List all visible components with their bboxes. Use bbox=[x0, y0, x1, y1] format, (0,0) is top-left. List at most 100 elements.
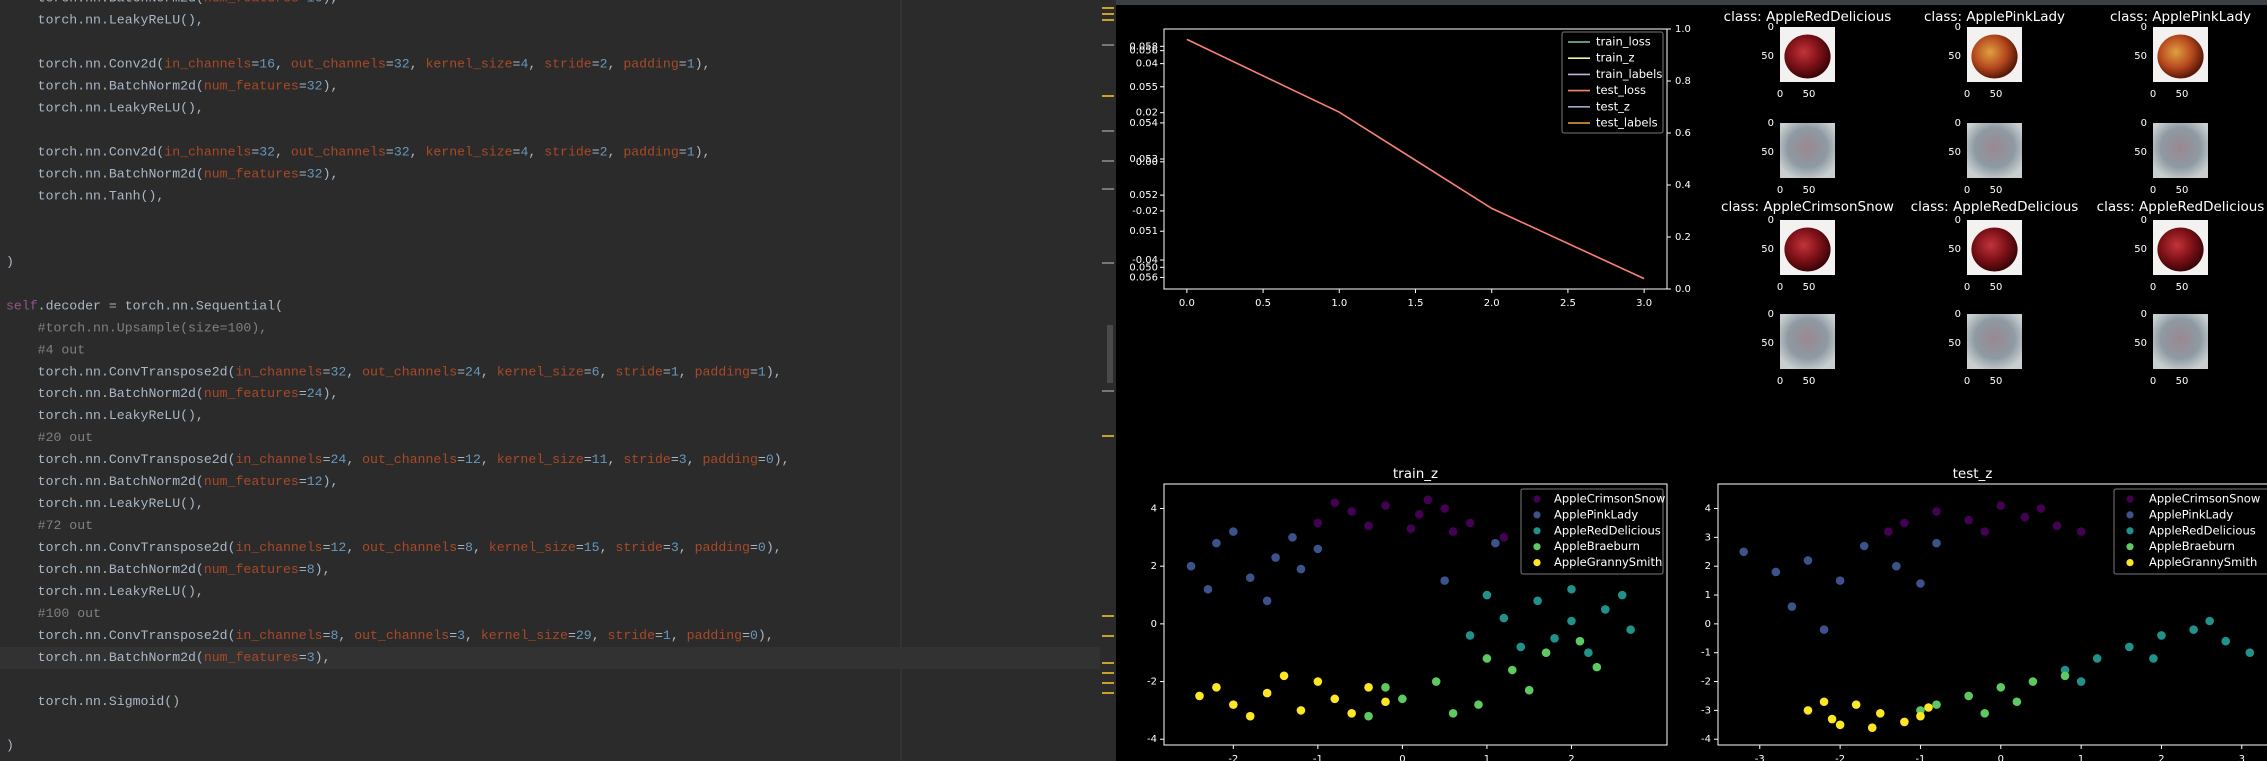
code-token: in_channels bbox=[236, 629, 323, 644]
code-token: num_features bbox=[204, 0, 299, 6]
code-token: 12 bbox=[330, 541, 346, 556]
scatter-point bbox=[1423, 495, 1433, 505]
y-tick-label: 2 bbox=[1705, 561, 1711, 572]
scatter-point bbox=[2076, 677, 2086, 686]
code-token: = bbox=[750, 541, 758, 556]
legend-label: AppleBraeburn bbox=[2149, 539, 2235, 553]
scatter-point bbox=[1381, 501, 1390, 510]
scatter-point bbox=[1964, 691, 1973, 701]
scatter-point bbox=[1550, 633, 1559, 643]
code-line: torch.nn.BatchNorm2d(num_features=32), bbox=[6, 167, 338, 182]
legend-label: train_labels bbox=[1596, 67, 1662, 81]
code-token: in_channels bbox=[236, 541, 323, 556]
scroll-marker bbox=[1102, 7, 1114, 9]
code-token: in_channels bbox=[164, 145, 251, 160]
code-token: = bbox=[584, 365, 592, 380]
scatter-point bbox=[2092, 654, 2102, 663]
scatter-point bbox=[1364, 683, 1373, 692]
code-token: , bbox=[410, 145, 426, 160]
code-token: padding bbox=[687, 629, 742, 644]
thumbnail-bg bbox=[1780, 123, 1835, 178]
y-tick-label: 1 bbox=[1705, 590, 1711, 601]
scatter-point bbox=[1465, 631, 1475, 640]
scatter-point bbox=[1507, 665, 1517, 675]
y-tick-label: 0.058 bbox=[1129, 41, 1158, 52]
scatter-point bbox=[1347, 507, 1356, 516]
scroll-marker bbox=[1102, 13, 1114, 15]
scatter-point bbox=[1900, 518, 1909, 528]
scatter-point bbox=[1916, 579, 1925, 588]
x-tick-label: -2 bbox=[1228, 754, 1238, 761]
thumb-y-tick: 0 bbox=[1768, 118, 1774, 129]
code-token: stride bbox=[544, 57, 592, 72]
code-token bbox=[6, 519, 38, 534]
scatter-point bbox=[1245, 711, 1255, 721]
code-token: torch.nn.BatchNorm2d( bbox=[6, 563, 204, 578]
thumbnail-title: class: AppleCrimsonSnow bbox=[1721, 199, 1894, 215]
scatter-point bbox=[1474, 700, 1483, 709]
thumb-x-tick: 50 bbox=[2176, 185, 2189, 196]
legend-label: train_z bbox=[1596, 51, 1635, 65]
y-tick-label: 0 bbox=[1705, 619, 1711, 630]
scroll-marker bbox=[1102, 262, 1114, 264]
scatter-point bbox=[1617, 590, 1627, 600]
thumb-y-tick: 50 bbox=[1948, 338, 1961, 349]
code-token: 4 bbox=[520, 145, 528, 160]
thumb-y-tick: 50 bbox=[1761, 244, 1774, 255]
y-tick-label: -2 bbox=[1147, 677, 1157, 688]
scatter-point bbox=[1524, 685, 1534, 695]
code-token: torch.nn.Conv2d( bbox=[6, 57, 164, 72]
thumbnail-bg bbox=[1967, 123, 2022, 178]
code-token: torch.nn.Conv2d( bbox=[6, 145, 164, 160]
code-token: out_channels bbox=[362, 365, 457, 380]
code-token: 3 bbox=[671, 541, 679, 556]
code-token: 24 bbox=[465, 365, 481, 380]
code-token: 6 bbox=[592, 365, 600, 380]
thumb-y-tick: 0 bbox=[2141, 22, 2147, 33]
x-tick-label: 0 bbox=[1399, 754, 1405, 761]
apple-photo bbox=[2157, 227, 2204, 272]
scroll-marker bbox=[1102, 662, 1114, 664]
thumbnail-title: class: AppleRedDelicious bbox=[1911, 199, 2079, 215]
scatter-point bbox=[1330, 498, 1340, 508]
scatter-point bbox=[1406, 524, 1416, 534]
legend-marker bbox=[2126, 495, 2134, 503]
code-token: ), bbox=[323, 475, 339, 490]
code-token: = bbox=[679, 57, 687, 72]
code-line: torch.nn.Tanh(), bbox=[6, 189, 164, 204]
code-line: #72 out bbox=[6, 519, 93, 534]
code-token: padding bbox=[702, 453, 757, 468]
scatter-point bbox=[1533, 596, 1542, 606]
thumb-y-tick: 50 bbox=[1948, 244, 1961, 255]
scatter-point bbox=[1516, 642, 1526, 652]
thumb-x-tick: 0 bbox=[2150, 89, 2156, 100]
scatter-point bbox=[1212, 538, 1221, 548]
scatter-point bbox=[1203, 584, 1213, 594]
loss-line bbox=[1186, 38, 1645, 280]
code-token: , bbox=[528, 57, 544, 72]
x-tick-label: -2 bbox=[1835, 754, 1845, 761]
legend-marker bbox=[1533, 559, 1541, 567]
x-tick-label: 1 bbox=[1484, 754, 1490, 761]
thumbnail-title: class: AppleRedDelicious bbox=[2097, 199, 2265, 215]
y-tick-label: -2 bbox=[1701, 677, 1711, 688]
code-token: kernel_size bbox=[425, 145, 512, 160]
code-token: , bbox=[528, 145, 544, 160]
y-tick-label: -4 bbox=[1147, 734, 1157, 745]
thumbnail-bg bbox=[2153, 123, 2208, 178]
scatter-point bbox=[1482, 590, 1492, 600]
code-token: 32 bbox=[330, 365, 346, 380]
legend-marker bbox=[2126, 511, 2134, 519]
code-line: torch.nn.BatchNorm2d(num_features=3), bbox=[6, 650, 331, 665]
code-token: ), bbox=[315, 563, 331, 578]
scatter-point bbox=[2052, 521, 2062, 531]
thumb-x-tick: 50 bbox=[1803, 185, 1816, 196]
legend-marker bbox=[1533, 495, 1541, 503]
code-token: 1 bbox=[671, 365, 679, 380]
code-token: padding bbox=[695, 541, 750, 556]
thumb-y-tick: 0 bbox=[1768, 215, 1774, 226]
legend-marker bbox=[2126, 559, 2134, 567]
thumb-x-tick: 0 bbox=[1964, 185, 1970, 196]
scatter-point bbox=[1347, 708, 1356, 718]
scroll-marker bbox=[1102, 635, 1114, 637]
